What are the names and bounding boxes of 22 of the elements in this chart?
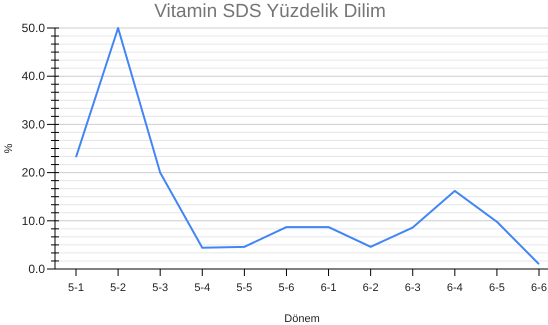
x-tick-label: 5-4: [194, 282, 210, 294]
x-tick-label: 5-1: [68, 282, 84, 294]
y-tick-label: 10.0: [22, 214, 46, 228]
y-tick-label: 0.0: [28, 262, 46, 276]
x-axis-title: Dönem: [284, 313, 320, 325]
line-series: [75, 27, 540, 266]
x-tick-label: 6-1: [320, 282, 336, 294]
y-tick-label: 40.0: [22, 69, 46, 84]
x-tick-label: 5-3: [152, 282, 168, 294]
y-tick-label: 30.0: [22, 117, 46, 132]
x-tick-label: 6-4: [446, 282, 463, 294]
y-tick-label: 20.0: [22, 166, 46, 180]
x-tick-label: 6-3: [404, 282, 421, 294]
x-tick-label: 6-6: [531, 282, 547, 294]
x-tick-label: 5-6: [278, 282, 294, 294]
x-tick-label: 5-2: [110, 282, 126, 294]
y-tick-label: 50.0: [22, 21, 46, 35]
x-tick-label: 6-2: [362, 282, 379, 294]
x-tick-label: 6-5: [488, 282, 505, 294]
chart-title: Vitamin SDS Yüzdelik Dilim: [154, 1, 386, 22]
x-tick-label: 5-5: [236, 282, 252, 294]
y-axis-title: %: [3, 143, 15, 154]
